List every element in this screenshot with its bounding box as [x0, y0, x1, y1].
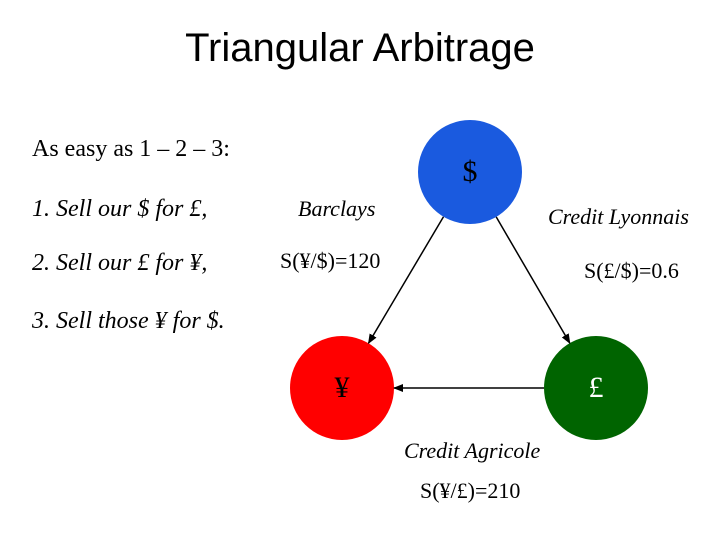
- slide-stage: Triangular Arbitrage As easy as 1 – 2 – …: [0, 0, 720, 540]
- slide-title: Triangular Arbitrage: [0, 26, 720, 71]
- edge-agricole-rate: S(¥/£)=210: [420, 478, 520, 504]
- arrow-dollar-to-pound: [496, 217, 570, 343]
- step-1: 1. Sell our $ for £,: [32, 196, 207, 223]
- node-dollar: $: [418, 120, 522, 224]
- edge-lyonnais-rate: S(£/$)=0.6: [584, 258, 679, 284]
- node-yen: ¥: [290, 336, 394, 440]
- subtitle: As easy as 1 – 2 – 3:: [32, 136, 230, 163]
- node-pound-label: £: [589, 371, 604, 405]
- node-yen-label: ¥: [335, 371, 350, 405]
- edge-lyonnais-bank: Credit Lyonnais: [548, 204, 689, 230]
- node-pound: £: [544, 336, 648, 440]
- node-dollar-label: $: [463, 155, 478, 189]
- step-3: 3. Sell those ¥ for $.: [32, 308, 225, 335]
- arrow-dollar-to-yen: [369, 217, 444, 344]
- edge-barclays-rate: S(¥/$)=120: [280, 248, 380, 274]
- edge-barclays-bank: Barclays: [298, 196, 375, 222]
- edge-agricole-bank: Credit Agricole: [404, 438, 540, 464]
- step-2: 2. Sell our £ for ¥,: [32, 250, 207, 277]
